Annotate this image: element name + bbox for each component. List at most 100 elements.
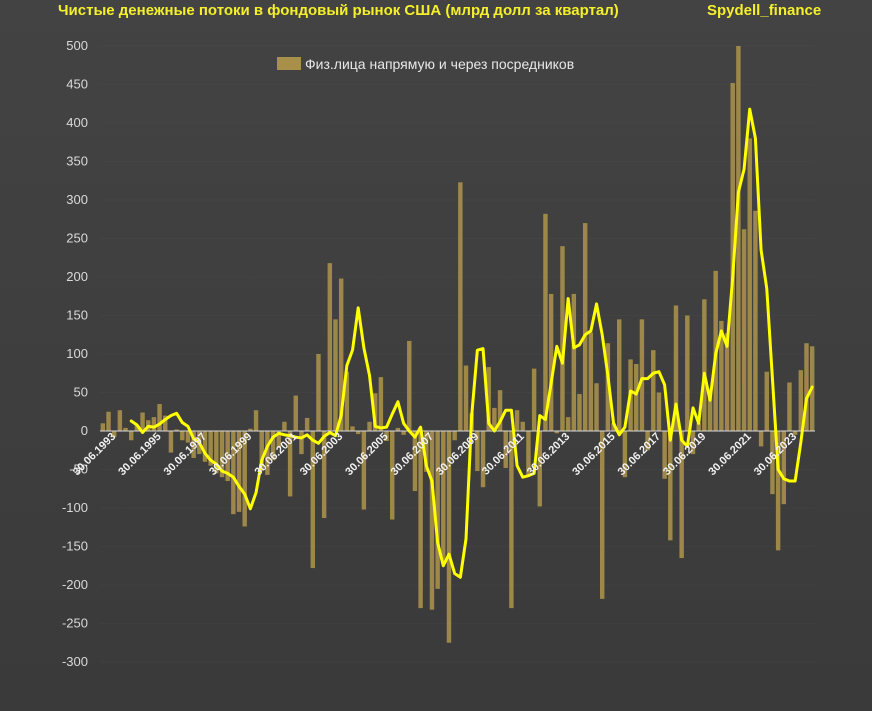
bar (304, 417, 310, 431)
y-tick-label: 100 (66, 346, 88, 361)
bar (639, 319, 645, 431)
bar (333, 319, 338, 431)
legend: Физ.лица напрямую и через посредников (277, 56, 574, 72)
bar (248, 428, 253, 431)
bar (514, 410, 520, 431)
legend-swatch (277, 57, 301, 70)
bar (225, 431, 230, 482)
bar (361, 431, 367, 510)
y-tick-label: 350 (66, 154, 88, 169)
bar (299, 431, 304, 455)
bar (378, 377, 384, 431)
bar (429, 431, 435, 610)
bar (707, 388, 713, 431)
bar (565, 417, 571, 431)
bar (282, 421, 287, 431)
bar (668, 431, 673, 541)
bar (321, 431, 327, 519)
bar (242, 431, 247, 527)
bar (202, 431, 208, 462)
bar (775, 431, 781, 551)
bar (390, 431, 395, 520)
bar (180, 431, 185, 441)
bar (792, 431, 798, 435)
y-tick-label: 50 (74, 385, 88, 400)
bar (475, 431, 480, 472)
bar (338, 278, 344, 431)
bar (645, 431, 650, 451)
bar (412, 431, 418, 492)
bar (588, 332, 594, 431)
bar (492, 407, 497, 431)
bar (384, 431, 389, 442)
bar (446, 431, 452, 643)
bar (424, 431, 429, 472)
bar (679, 431, 684, 559)
bar (503, 431, 508, 468)
bar (276, 431, 281, 448)
x-tick-label: 30.06.2021 (706, 431, 753, 478)
bar (174, 429, 179, 431)
bar (685, 315, 690, 431)
bar (804, 343, 809, 431)
bar (327, 263, 333, 431)
bar (560, 246, 565, 431)
x-tick-label: 30.06.2005 (343, 431, 390, 478)
y-tick-label: 300 (66, 192, 88, 207)
bar (151, 417, 157, 431)
line-series (129, 107, 814, 579)
bar (526, 431, 531, 476)
y-tick-label: 400 (66, 115, 88, 130)
y-tick-label: 150 (66, 308, 88, 323)
bar (128, 431, 134, 441)
y-axis-ticks: -300 -250 -200 -150 -100 -50 0 50 100 150 200 250 30… (62, 38, 88, 669)
bar (798, 370, 804, 431)
bar (395, 427, 401, 431)
bar (111, 431, 117, 438)
bar (418, 431, 423, 609)
bar (463, 365, 469, 431)
moving-average-line (129, 107, 814, 579)
y-tick-label: -100 (62, 500, 88, 515)
x-tick-label: 30.06.1993 (71, 431, 118, 478)
bar (452, 431, 457, 441)
bar (214, 431, 219, 474)
bar (100, 423, 106, 431)
bar (407, 340, 412, 431)
bar (163, 415, 168, 431)
bar (758, 431, 764, 447)
bar (611, 423, 616, 431)
bar (497, 390, 503, 431)
bar (253, 410, 259, 431)
x-tick-label: 30.06.2015 (570, 431, 617, 478)
bar (401, 431, 406, 435)
bar (673, 305, 679, 431)
y-tick-label: -200 (62, 577, 88, 592)
bar (531, 368, 537, 431)
bar (458, 182, 463, 431)
bar (781, 431, 787, 505)
bar (367, 421, 372, 431)
bar (577, 394, 582, 431)
bar (117, 410, 123, 431)
bar (787, 382, 792, 431)
bar (554, 431, 560, 434)
bar (293, 395, 298, 431)
y-tick-label: 250 (66, 231, 88, 246)
bar (651, 350, 656, 431)
legend-label: Физ.лица напрямую и через посредников (305, 56, 574, 72)
bar (690, 431, 696, 455)
bar (270, 431, 276, 461)
bar (622, 431, 628, 478)
bar (191, 431, 196, 458)
bar (355, 431, 361, 435)
bar (509, 431, 514, 609)
bar (696, 423, 701, 431)
bar (106, 411, 111, 431)
bar (764, 371, 769, 431)
bar (543, 213, 548, 431)
bar (617, 319, 622, 431)
bar (548, 293, 554, 431)
bar (486, 367, 491, 431)
